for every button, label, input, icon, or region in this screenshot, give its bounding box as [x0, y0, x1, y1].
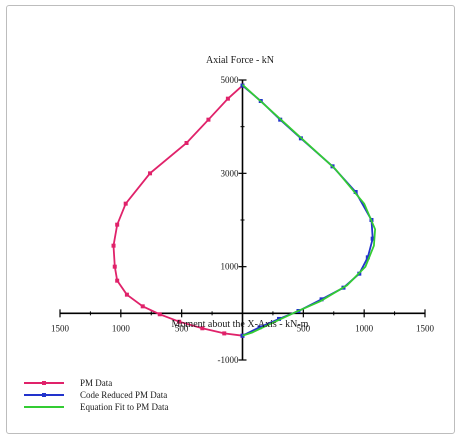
- series-line: [112, 84, 244, 337]
- data-point: [157, 312, 162, 317]
- data-point: [115, 278, 120, 283]
- data-point: [240, 333, 245, 338]
- data-point: [112, 264, 117, 269]
- legend-swatch-marker: [42, 393, 46, 397]
- data-point: [140, 304, 145, 309]
- y-tick-label: -1000: [218, 355, 239, 365]
- legend-item: Code Reduced PM Data: [24, 390, 167, 400]
- data-point: [148, 171, 153, 176]
- series-line: [241, 84, 377, 337]
- data-point: [225, 96, 230, 101]
- data-point: [124, 292, 129, 297]
- data-point: [257, 325, 262, 330]
- y-tick-label: 5000: [221, 75, 240, 85]
- data-point: [200, 326, 205, 331]
- series-1: [111, 83, 245, 338]
- data-point: [319, 297, 324, 302]
- x-tick-label: 1000: [355, 323, 374, 333]
- series-layer: [111, 83, 377, 338]
- data-point: [353, 190, 358, 194]
- series-2: [240, 83, 375, 338]
- data-point: [222, 331, 227, 336]
- x-tick-label: 500: [175, 323, 189, 333]
- y-tick-label: 1000: [221, 262, 240, 272]
- data-point: [365, 255, 370, 260]
- x-tick-label: 1500: [416, 323, 435, 333]
- legend-swatch-marker: [42, 381, 46, 385]
- data-point: [115, 222, 120, 227]
- x-axis-label: Moment about the X-Axis - kN-m: [172, 319, 309, 330]
- data-point: [177, 319, 182, 324]
- data-point: [123, 201, 128, 206]
- data-point: [370, 236, 375, 241]
- legend: PM Data Code Reduced PM Data Equation Fit …: [24, 378, 169, 412]
- legend-label: Equation Fit to PM Data: [80, 402, 169, 412]
- legend-item: Equation Fit to PM Data: [24, 402, 169, 412]
- legend-item: PM Data: [24, 378, 112, 388]
- legend-label: Code Reduced PM Data: [80, 390, 167, 400]
- chart-frame: [6, 5, 455, 434]
- legend-label: PM Data: [80, 378, 112, 388]
- x-tick-label: 1500: [51, 323, 70, 333]
- axis-ticks: 1500 1000 500 500 1000 1500 5000 3000 1000 -1000: [51, 75, 435, 365]
- data-point: [111, 243, 116, 248]
- data-point: [206, 117, 211, 122]
- x-tick-label: 500: [297, 323, 311, 333]
- data-point: [184, 141, 189, 145]
- series-3: [241, 84, 377, 337]
- chart-title: Axial Force - kN: [206, 55, 274, 66]
- x-tick-label: 1000: [112, 323, 131, 333]
- y-tick-label: 3000: [221, 168, 240, 178]
- series-line: [241, 84, 374, 337]
